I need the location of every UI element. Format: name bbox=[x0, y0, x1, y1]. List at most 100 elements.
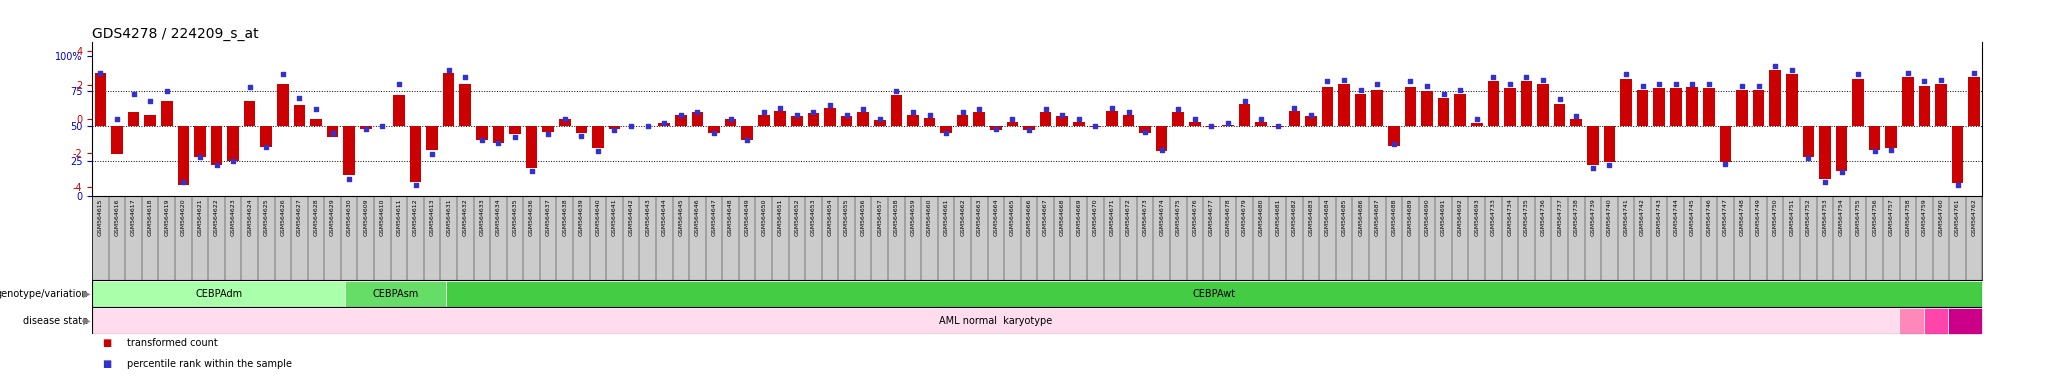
Text: GSM564693: GSM564693 bbox=[1475, 199, 1479, 236]
Point bbox=[1659, 81, 1692, 87]
Bar bbox=[924, 118, 936, 126]
Bar bbox=[907, 115, 920, 126]
Text: GSM564638: GSM564638 bbox=[563, 199, 567, 236]
Text: GSM564658: GSM564658 bbox=[893, 199, 899, 236]
Point bbox=[481, 140, 514, 146]
Text: GSM564613: GSM564613 bbox=[430, 199, 434, 236]
Point bbox=[1145, 147, 1178, 153]
Text: GSM564756: GSM564756 bbox=[1872, 199, 1878, 236]
Point bbox=[829, 112, 862, 118]
Point bbox=[549, 116, 582, 122]
Point bbox=[1294, 112, 1327, 118]
Text: GSM564741: GSM564741 bbox=[1624, 199, 1628, 236]
Text: GSM564641: GSM564641 bbox=[612, 199, 616, 236]
Bar bbox=[791, 116, 803, 126]
Bar bbox=[842, 116, 852, 126]
Bar bbox=[1487, 81, 1499, 126]
Bar bbox=[510, 126, 520, 134]
Text: ▶: ▶ bbox=[82, 289, 90, 299]
Text: GSM564742: GSM564742 bbox=[1640, 199, 1645, 236]
Text: GSM564668: GSM564668 bbox=[1059, 199, 1065, 236]
Text: GSM564685: GSM564685 bbox=[1341, 199, 1348, 236]
Point bbox=[979, 126, 1012, 132]
Text: GSM564689: GSM564689 bbox=[1407, 199, 1413, 236]
Text: GSM564632: GSM564632 bbox=[463, 199, 467, 236]
Text: GSM564746: GSM564746 bbox=[1706, 199, 1712, 236]
Bar bbox=[1090, 126, 1102, 127]
Point bbox=[1841, 71, 1874, 78]
Bar bbox=[227, 126, 240, 161]
Bar bbox=[1686, 87, 1698, 126]
Bar bbox=[1522, 81, 1532, 126]
Text: GSM564655: GSM564655 bbox=[844, 199, 850, 236]
Text: GSM564650: GSM564650 bbox=[762, 199, 766, 236]
Point bbox=[780, 112, 813, 118]
Text: GSM564654: GSM564654 bbox=[827, 199, 834, 236]
Point bbox=[1245, 116, 1278, 122]
Point bbox=[332, 176, 365, 182]
Text: GSM564683: GSM564683 bbox=[1309, 199, 1313, 236]
Point bbox=[930, 130, 963, 136]
Bar bbox=[1571, 119, 1581, 126]
Point bbox=[1759, 63, 1792, 69]
Point bbox=[1726, 83, 1759, 89]
Text: GSM564737: GSM564737 bbox=[1556, 199, 1563, 236]
Point bbox=[1378, 141, 1411, 147]
Point bbox=[1792, 155, 1825, 161]
Point bbox=[498, 134, 530, 140]
Bar bbox=[1106, 111, 1118, 126]
Bar bbox=[111, 126, 123, 154]
Bar bbox=[195, 126, 205, 157]
Bar bbox=[1737, 90, 1747, 126]
Text: GSM564659: GSM564659 bbox=[911, 199, 915, 236]
Bar bbox=[858, 112, 868, 126]
Point bbox=[1444, 87, 1477, 93]
Bar bbox=[1835, 126, 1847, 171]
Text: GSM564637: GSM564637 bbox=[545, 199, 551, 236]
Bar bbox=[1919, 86, 1929, 126]
Point bbox=[698, 130, 731, 136]
Point bbox=[315, 130, 348, 136]
Bar bbox=[1786, 74, 1798, 126]
Bar bbox=[426, 126, 438, 150]
Text: CEBPAsm: CEBPAsm bbox=[373, 289, 418, 299]
Point bbox=[1626, 83, 1659, 89]
Bar bbox=[592, 126, 604, 148]
Point bbox=[1327, 77, 1360, 83]
Text: GSM564626: GSM564626 bbox=[281, 199, 285, 236]
Text: GSM564761: GSM564761 bbox=[1956, 199, 1960, 236]
Point bbox=[1196, 123, 1229, 129]
Text: GSM564745: GSM564745 bbox=[1690, 199, 1696, 236]
Text: GSM564644: GSM564644 bbox=[662, 199, 668, 236]
Text: GSM564748: GSM564748 bbox=[1739, 199, 1745, 236]
Bar bbox=[1206, 126, 1217, 127]
Point bbox=[1743, 83, 1776, 89]
Bar bbox=[1454, 94, 1466, 126]
Point bbox=[1858, 148, 1890, 154]
Point bbox=[84, 70, 117, 76]
Text: GSM564623: GSM564623 bbox=[231, 199, 236, 236]
Text: GSM564682: GSM564682 bbox=[1292, 199, 1296, 236]
Bar bbox=[692, 112, 702, 126]
Text: GSM564666: GSM564666 bbox=[1026, 199, 1032, 236]
Point bbox=[1808, 179, 1841, 185]
Bar bbox=[807, 113, 819, 126]
Text: GSM564656: GSM564656 bbox=[860, 199, 866, 236]
Text: GSM564619: GSM564619 bbox=[164, 199, 170, 236]
Text: GSM564618: GSM564618 bbox=[147, 199, 154, 236]
Bar bbox=[1305, 116, 1317, 126]
Point bbox=[250, 144, 283, 150]
Text: GSM564635: GSM564635 bbox=[512, 199, 518, 236]
Text: GSM564634: GSM564634 bbox=[496, 199, 502, 236]
Point bbox=[1509, 74, 1542, 80]
Point bbox=[1229, 98, 1262, 104]
Text: GSM564611: GSM564611 bbox=[397, 199, 401, 236]
Point bbox=[184, 154, 217, 160]
Bar bbox=[1272, 126, 1284, 127]
Text: GSM564738: GSM564738 bbox=[1573, 199, 1579, 236]
Text: GSM564684: GSM564684 bbox=[1325, 199, 1329, 236]
Bar bbox=[758, 115, 770, 126]
Point bbox=[1343, 87, 1376, 93]
Point bbox=[1874, 147, 1907, 153]
Bar bbox=[1122, 115, 1135, 126]
